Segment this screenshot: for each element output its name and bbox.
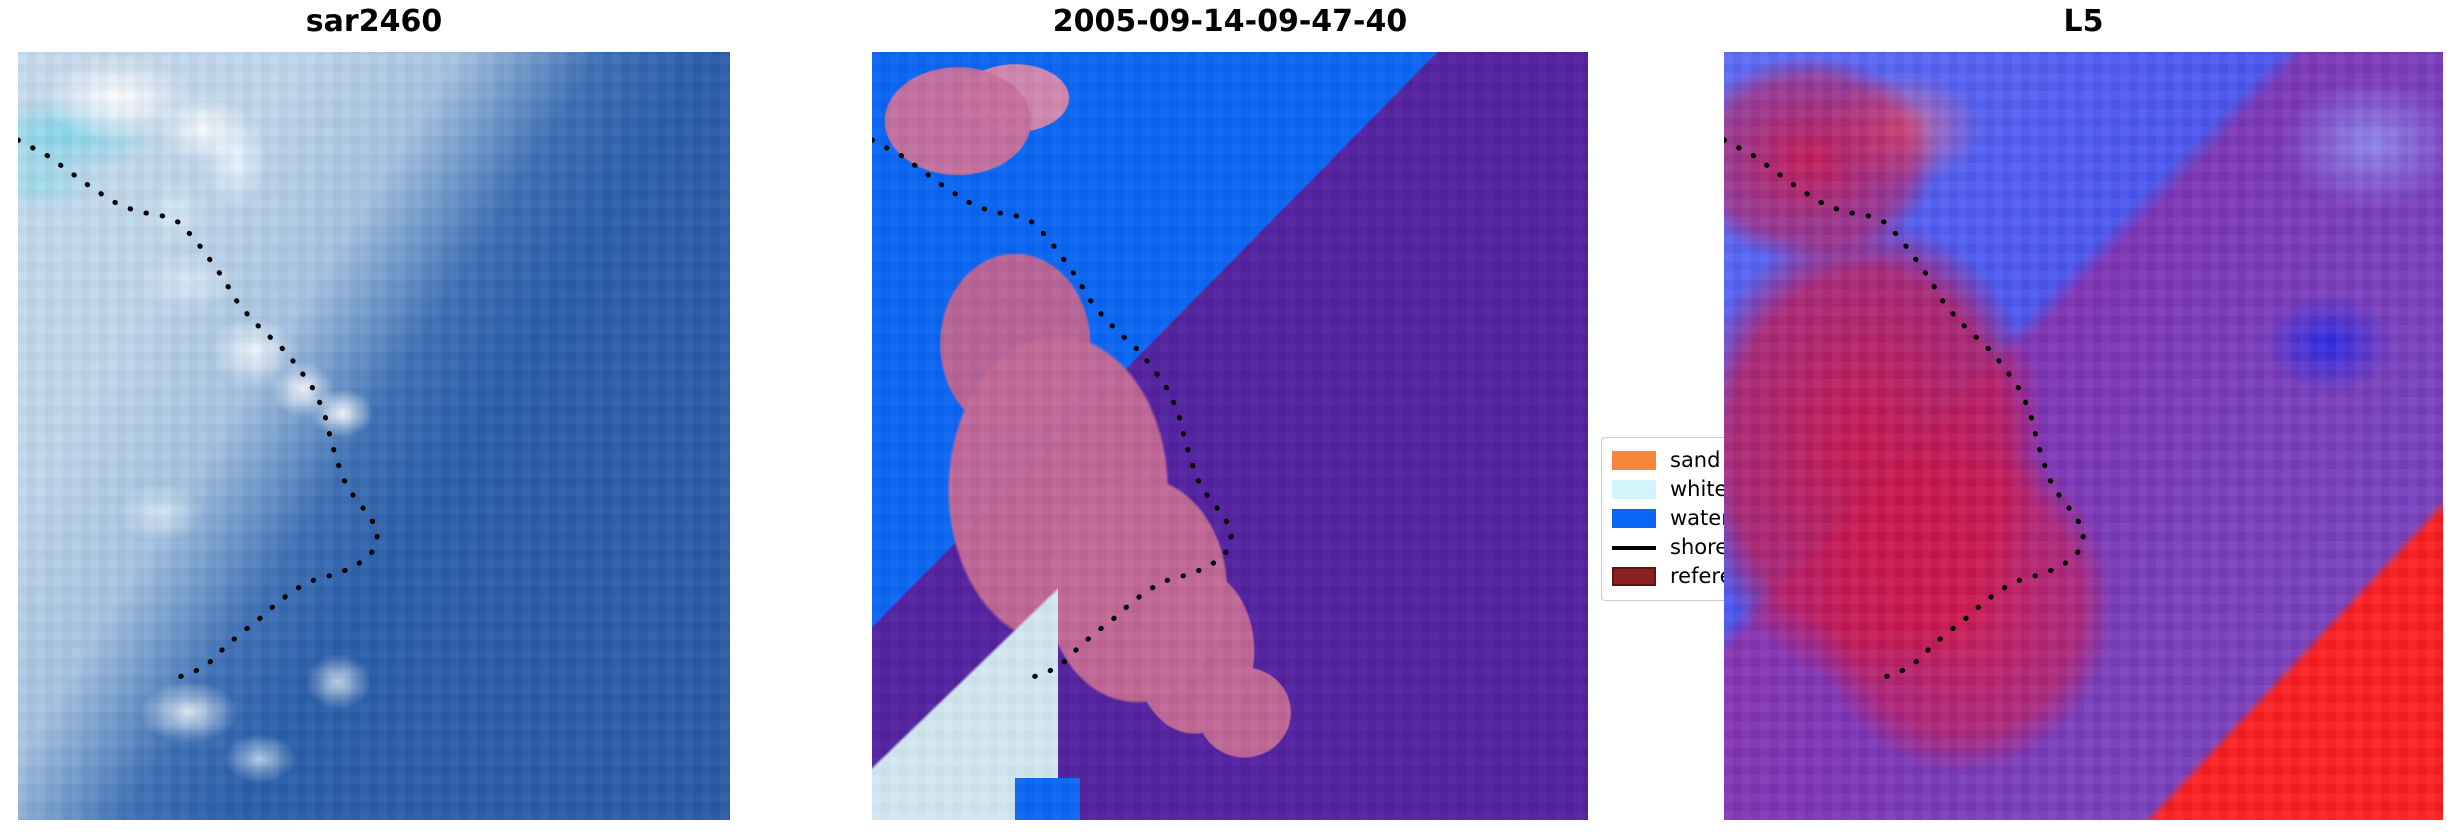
sar-pixel-texture (18, 52, 730, 820)
legend-swatch-whitewater (1612, 480, 1656, 499)
legend-item-sand: sand (1612, 446, 1752, 475)
legend-label-sand: sand (1670, 448, 1721, 472)
panel-classification: 2005-09-14-09-47-40 (872, 0, 1588, 820)
legend-label-water: water (1670, 506, 1730, 530)
class-water-patch-bottomleft (1015, 777, 1080, 820)
class-pixel-texture (872, 52, 1588, 820)
panel-l5: L5 (1724, 0, 2443, 820)
panel-image-sar (18, 52, 730, 820)
panel-title-sar: sar2460 (305, 4, 443, 39)
panel-image-classification (872, 52, 1588, 820)
panel-image-l5 (1724, 52, 2443, 820)
panel-title-l5: L5 (2063, 4, 2104, 39)
legend-line-shoreline (1612, 545, 1656, 550)
panel-title-classification: 2005-09-14-09-47-40 (1052, 4, 1408, 39)
panel-sar: sar2460 (18, 0, 730, 820)
legend-swatch-shoreline (1612, 538, 1656, 557)
legend-item-water: water (1612, 504, 1752, 533)
legend-swatch-sand (1612, 451, 1656, 470)
legend-swatch-reference (1612, 567, 1656, 586)
legend-swatch-water (1612, 509, 1656, 528)
l5-pixel-texture (1724, 52, 2443, 820)
